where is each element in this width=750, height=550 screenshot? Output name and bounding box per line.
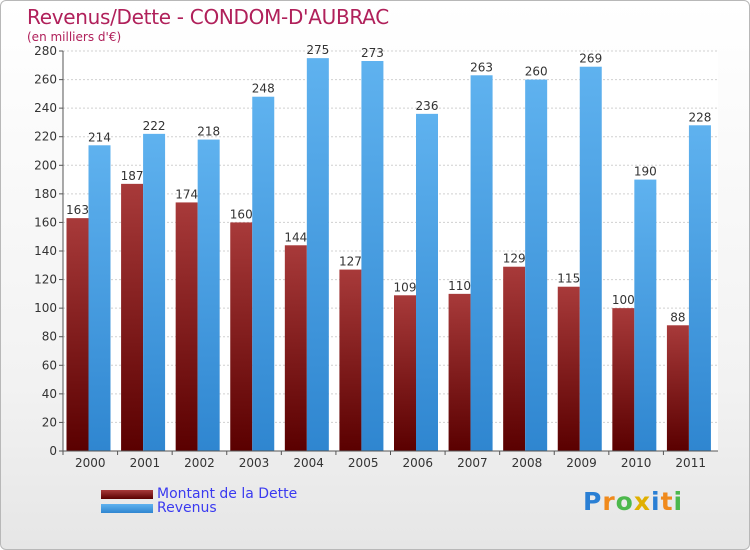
data-label-revenue: 275: [306, 43, 329, 57]
y-tick-label: 0: [49, 444, 57, 458]
y-tick-label: 280: [34, 44, 57, 58]
x-tick-label: 2005: [348, 456, 379, 470]
bar-debt: [66, 218, 89, 451]
data-label-revenue: 248: [252, 82, 275, 96]
data-label-revenue: 263: [470, 60, 493, 74]
legend-label-debt: Montant de la Dette: [157, 486, 298, 502]
logo-letter: o: [615, 487, 634, 516]
x-tick-label: 2011: [675, 456, 706, 470]
bar-revenue: [252, 96, 275, 451]
x-tick-label: 2006: [403, 456, 434, 470]
bar-debt: [394, 295, 416, 451]
y-tick-label: 120: [34, 273, 57, 287]
bar-debt: [339, 269, 362, 451]
legend-swatch-revenue: [101, 504, 153, 513]
data-label-debt: 144: [284, 230, 307, 244]
bar-debt: [612, 308, 635, 451]
x-tick-label: 2007: [457, 456, 488, 470]
y-tick-label: 20: [42, 415, 57, 429]
logo-letter: t: [660, 487, 674, 516]
bar-revenue: [579, 66, 602, 451]
chart-title: Revenus/Dette - CONDOM-D'AUBRAC: [27, 5, 389, 29]
grid: [63, 50, 718, 452]
y-tick-label: 160: [34, 215, 57, 229]
logo-letter: r: [602, 487, 616, 516]
data-label-revenue: 214: [88, 130, 111, 144]
legend-swatch-debt: [101, 490, 153, 499]
x-tick-label: 2000: [75, 456, 106, 470]
logo-letter: i: [651, 487, 661, 516]
bar-debt: [121, 183, 144, 451]
y-tick-label: 40: [42, 387, 57, 401]
data-label-debt: 163: [66, 203, 89, 217]
bar-revenue: [688, 125, 711, 452]
y-tick-label: 260: [34, 73, 57, 87]
data-label-debt: 88: [670, 310, 685, 324]
y-tick-label: 240: [34, 101, 57, 115]
data-label-debt: 187: [121, 169, 144, 183]
bar-debt: [557, 286, 580, 451]
x-tick-label: 2002: [184, 456, 215, 470]
bar-revenue: [88, 145, 111, 452]
data-label-revenue: 190: [634, 165, 657, 179]
bar-debt: [175, 202, 198, 451]
bars: 163 214 187 222 174 218 160 248 144 275 127 273 109 2…: [66, 43, 711, 452]
logo-letter: x: [633, 487, 651, 516]
proxiti-logo: Proxiti: [583, 487, 683, 516]
bar-debt: [284, 245, 307, 451]
y-tick-label: 200: [34, 158, 57, 172]
data-label-debt: 174: [175, 187, 198, 201]
bar-debt: [230, 222, 253, 451]
data-label-debt: 115: [557, 272, 580, 286]
x-tick-label: 2008: [512, 456, 543, 470]
data-label-debt: 100: [612, 293, 635, 307]
data-label-revenue: 218: [197, 125, 220, 139]
data-label-revenue: 236: [416, 99, 439, 113]
x-tick-label: 2001: [130, 456, 161, 470]
bar-revenue: [525, 79, 548, 452]
logo-letter: P: [583, 487, 603, 516]
y-tick-label: 60: [42, 358, 57, 372]
y-tick-label: 220: [34, 130, 57, 144]
bar-revenue: [306, 58, 329, 452]
y-tick-label: 80: [42, 330, 57, 344]
data-label-debt: 109: [394, 280, 417, 294]
bar-revenue: [143, 133, 166, 451]
bar-revenue: [416, 113, 438, 451]
y-tick-label: 180: [34, 187, 57, 201]
data-label-revenue: 269: [579, 52, 602, 66]
data-label-debt: 110: [448, 279, 471, 293]
data-label-debt: 129: [503, 252, 526, 266]
bar-revenue: [634, 179, 657, 452]
axes: 0 20 40 60 80 100 120 140 160 180 200 220 240 260 280 2…: [34, 44, 718, 470]
legend-label-revenue: Revenus: [157, 500, 217, 516]
data-label-debt: 127: [339, 255, 362, 269]
bar-revenue: [470, 75, 493, 452]
x-tick-label: 2009: [566, 456, 597, 470]
data-label-revenue: 222: [143, 119, 166, 133]
chart-subtitle: (en milliers d'€): [27, 30, 122, 44]
bar-debt: [503, 266, 526, 451]
data-label-revenue: 260: [525, 65, 548, 79]
logo-letter: i: [673, 487, 684, 516]
x-tick-label: 2003: [239, 456, 270, 470]
bar-debt: [448, 293, 471, 451]
x-tick-label: 2010: [621, 456, 652, 470]
data-label-debt: 160: [230, 207, 253, 221]
data-label-revenue: 273: [361, 46, 384, 60]
y-tick-label: 140: [34, 244, 57, 258]
x-tick-label: 2004: [293, 456, 324, 470]
bar-revenue: [197, 139, 220, 452]
bar-debt: [666, 325, 689, 451]
bar-revenue: [361, 61, 384, 451]
data-label-revenue: 228: [688, 110, 711, 124]
y-tick-label: 100: [34, 301, 57, 315]
